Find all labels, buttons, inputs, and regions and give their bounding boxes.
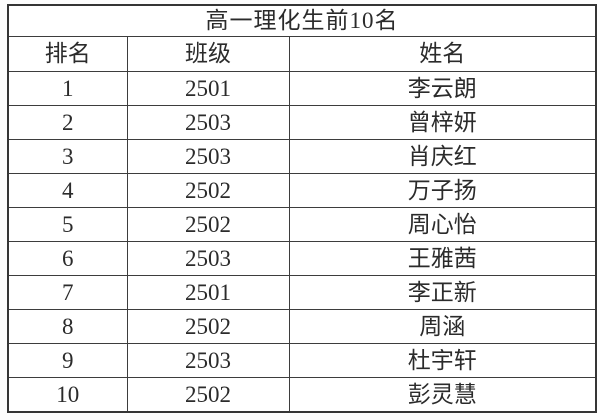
- column-header-name: 姓名: [288, 36, 597, 72]
- class-cell: 2502: [126, 377, 290, 413]
- name-cell: 肖庆红: [288, 139, 597, 174]
- table-row: 9 2503 杜宇轩: [7, 343, 597, 378]
- column-header-class: 班级: [126, 36, 290, 72]
- rank-cell: 9: [7, 343, 128, 378]
- name-cell: 彭灵慧: [288, 377, 597, 413]
- name-cell: 杜宇轩: [288, 343, 597, 378]
- rank-cell: 6: [7, 241, 128, 276]
- table-body: 1 2501 李云朗 2 2503 曾梓妍 3 2503 肖庆红 4 2502 万子扬 5 2502 周心怡…: [7, 71, 597, 413]
- title-row: 高一理化生前10名: [7, 4, 597, 37]
- table-row: 6 2503 王雅茜: [7, 241, 597, 276]
- name-cell: 李正新: [288, 275, 597, 310]
- rank-cell: 5: [7, 207, 128, 242]
- rank-cell: 7: [7, 275, 128, 310]
- class-cell: 2501: [126, 71, 290, 106]
- table-row: 5 2502 周心怡: [7, 207, 597, 242]
- rank-cell: 8: [7, 309, 128, 344]
- table-row: 7 2501 李正新: [7, 275, 597, 310]
- table-head: 高一理化生前10名 排名 班级 姓名: [7, 4, 597, 72]
- rank-cell: 3: [7, 139, 128, 174]
- class-cell: 2503: [126, 139, 290, 174]
- name-cell: 李云朗: [288, 71, 597, 106]
- name-cell: 王雅茜: [288, 241, 597, 276]
- table-row: 2 2503 曾梓妍: [7, 105, 597, 140]
- header-row: 排名 班级 姓名: [7, 36, 597, 72]
- name-cell: 周心怡: [288, 207, 597, 242]
- ranking-table: 高一理化生前10名 排名 班级 姓名 1 2501 李云朗 2 2503 曾梓妍 3 2503…: [7, 4, 597, 413]
- class-cell: 2503: [126, 241, 290, 276]
- column-header-rank: 排名: [7, 36, 128, 72]
- class-cell: 2502: [126, 309, 290, 344]
- class-cell: 2501: [126, 275, 290, 310]
- name-cell: 万子扬: [288, 173, 597, 208]
- table-row: 10 2502 彭灵慧: [7, 377, 597, 413]
- rank-cell: 1: [7, 71, 128, 106]
- table-row: 4 2502 万子扬: [7, 173, 597, 208]
- class-cell: 2503: [126, 343, 290, 378]
- name-cell: 周涵: [288, 309, 597, 344]
- table-title: 高一理化生前10名: [7, 4, 597, 37]
- table-row: 3 2503 肖庆红: [7, 139, 597, 174]
- name-cell: 曾梓妍: [288, 105, 597, 140]
- table-row: 8 2502 周涵: [7, 309, 597, 344]
- class-cell: 2502: [126, 207, 290, 242]
- table-row: 1 2501 李云朗: [7, 71, 597, 106]
- class-cell: 2503: [126, 105, 290, 140]
- class-cell: 2502: [126, 173, 290, 208]
- rank-cell: 10: [7, 377, 128, 413]
- rank-cell: 2: [7, 105, 128, 140]
- rank-cell: 4: [7, 173, 128, 208]
